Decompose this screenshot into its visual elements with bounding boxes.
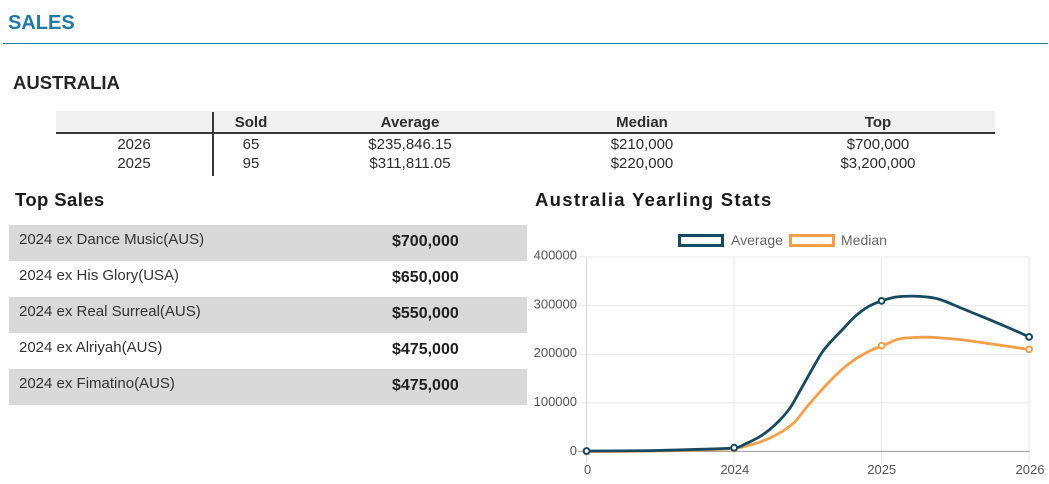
svg-text:0: 0 xyxy=(570,443,577,458)
svg-text:2024: 2024 xyxy=(720,462,749,477)
svg-text:300000: 300000 xyxy=(534,297,577,312)
svg-text:Median: Median xyxy=(841,232,887,248)
svg-text:Average: Average xyxy=(731,232,783,248)
svg-text:0: 0 xyxy=(584,462,591,477)
svg-text:100000: 100000 xyxy=(534,394,577,409)
svg-text:2025: 2025 xyxy=(867,462,896,477)
svg-text:200000: 200000 xyxy=(534,345,577,360)
svg-text:400000: 400000 xyxy=(534,248,577,263)
svg-text:2026: 2026 xyxy=(1016,462,1045,477)
